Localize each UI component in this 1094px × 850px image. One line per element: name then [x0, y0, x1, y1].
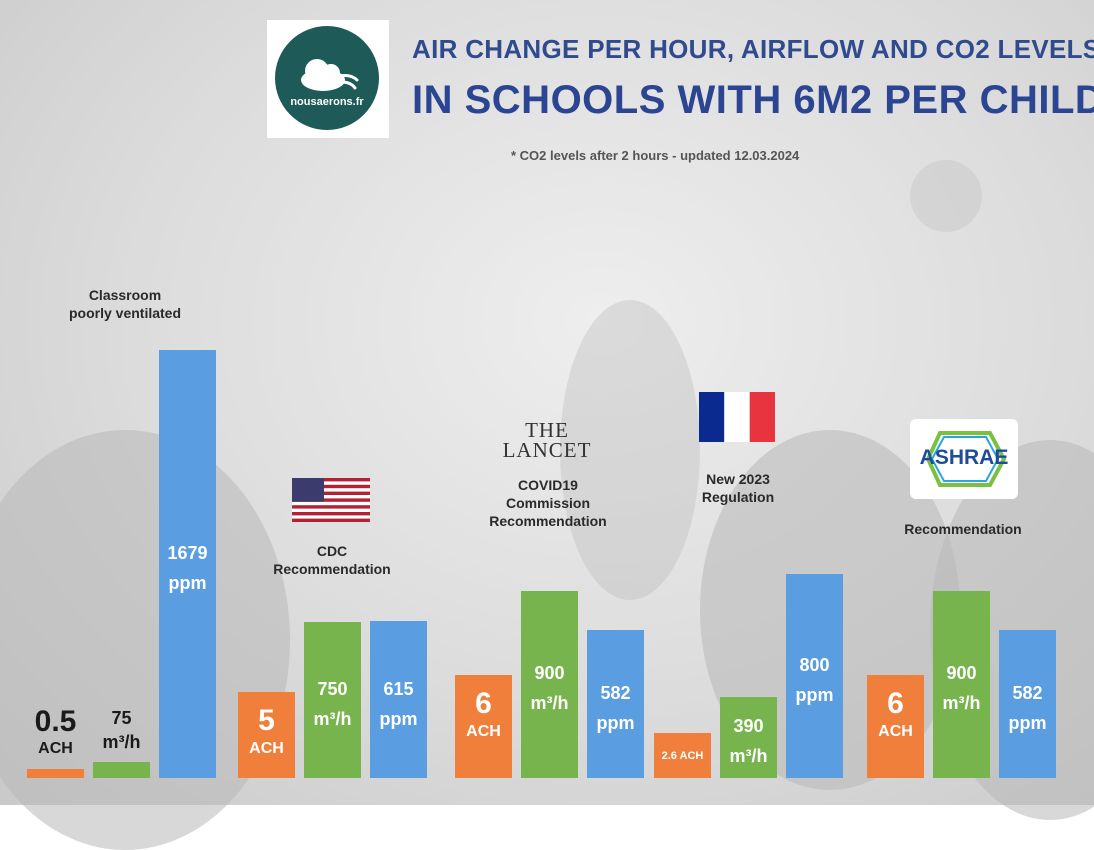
- chart-subtitle: * CO2 levels after 2 hours - updated 12.…: [511, 148, 800, 163]
- airflow-value-label: 900 m³/h: [530, 663, 569, 714]
- chart-title-line1: AIR CHANGE PER HOUR, AIRFLOW AND CO2 LEV…: [412, 34, 1094, 64]
- co2-value-label: 1679 ppm: [167, 543, 208, 593]
- co2-bar: [159, 350, 216, 778]
- group-label: CDC Recommendation: [273, 543, 391, 577]
- ach-bar: [27, 769, 84, 778]
- logo-text: nousaerons.fr: [290, 96, 364, 108]
- co2-value-label: 615 ppm: [379, 678, 418, 729]
- group-label: New 2023 Regulation: [701, 471, 775, 505]
- airflow-bar: [304, 622, 361, 778]
- airflow-value-label: 390 m³/h: [729, 716, 768, 767]
- airflow-bar: [93, 762, 150, 778]
- france-flag-icon: [699, 392, 775, 442]
- co2-bar: [587, 629, 644, 778]
- ach-bar: [867, 674, 924, 778]
- us-flag-icon: [292, 478, 370, 522]
- ach-value-label: 5 ACH: [249, 704, 284, 757]
- ashrae-logo-text: ASHRAE: [919, 446, 1009, 469]
- logo-circle: nousaerons.fr: [275, 26, 379, 130]
- group-label: Classroom poorly ventilated: [68, 287, 182, 321]
- co2-value-label: 800 ppm: [795, 655, 834, 706]
- ashrae-hexagon-icon: [925, 431, 1007, 487]
- ach-value-label: 6 ACH: [466, 686, 501, 740]
- group-label: COVID19 Commission Recommendation: [489, 477, 607, 529]
- ach-bar: [455, 674, 512, 778]
- co2-bar: [999, 629, 1056, 778]
- cloud-wind-icon: [301, 59, 359, 91]
- airflow-bar: [933, 590, 990, 778]
- co2-bar: [786, 574, 843, 778]
- co2-bar: [370, 621, 427, 778]
- ashrae-logo: ASHRAE: [910, 419, 1018, 499]
- ach-bar: [654, 733, 711, 778]
- airflow-value-label: 75 m³/h: [102, 708, 141, 753]
- co2-value-label: 582 ppm: [596, 682, 635, 733]
- ach-bar: [238, 692, 295, 778]
- ach-value-label: 0.5 ACH: [34, 705, 77, 758]
- chart-title-line2: IN SCHOOLS WITH 6M2 PER CHILD: [412, 78, 1094, 122]
- ach-value-label: 2.6 ACH: [661, 749, 704, 762]
- airflow-bar: [720, 696, 777, 778]
- airflow-value-label: 900 m³/h: [942, 663, 981, 714]
- airflow-bar: [521, 590, 578, 778]
- co2-value-label: 582 ppm: [1008, 682, 1047, 733]
- nousaerons-logo: nousaerons.fr: [267, 20, 389, 138]
- ach-value-label: 6 ACH: [878, 686, 913, 740]
- airflow-value-label: 750 m³/h: [313, 679, 352, 729]
- lancet-logo: THE LANCET: [502, 418, 592, 462]
- group-label: Recommendation: [904, 521, 1022, 537]
